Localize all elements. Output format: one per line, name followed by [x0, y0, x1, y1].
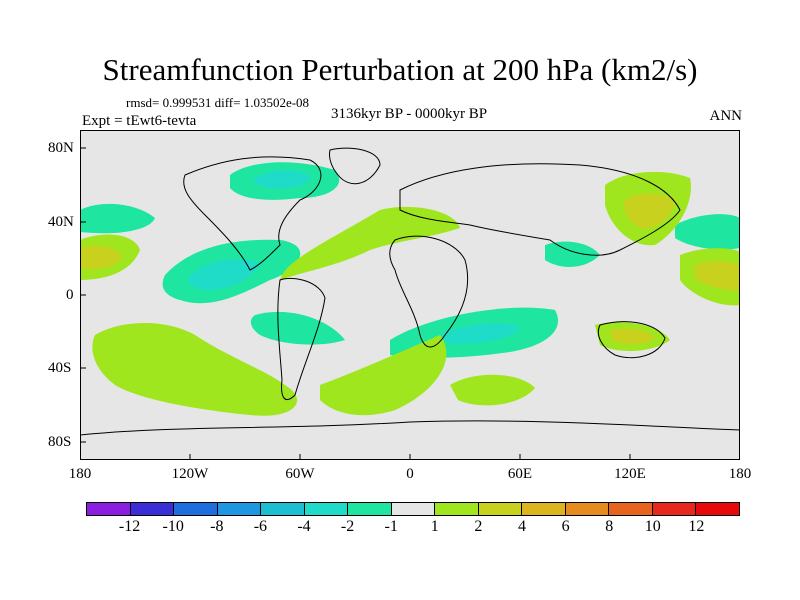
colorbar	[86, 502, 740, 516]
plot-frame	[80, 130, 740, 460]
colorbar-swatch	[391, 503, 436, 515]
xtick-180e: 180	[728, 466, 752, 482]
contour-hudson-neg-inner	[254, 170, 310, 189]
colorbar-swatch	[87, 503, 131, 515]
coast-eurasia	[399, 163, 681, 256]
contour-indian-neg-inner	[440, 323, 520, 344]
colorbar-swatch	[609, 503, 653, 515]
coast-africa	[389, 235, 469, 348]
colorbar-swatch	[522, 503, 566, 515]
contour-spac-pos-b	[320, 335, 447, 416]
colorbar-swatch	[261, 503, 305, 515]
coast-antarctica	[80, 420, 740, 436]
contour-wpac-neg	[545, 241, 600, 267]
colorbar-label: 6	[561, 518, 570, 535]
ytick-40n: 40N	[48, 214, 74, 230]
colorbar-label: -1	[384, 518, 398, 535]
colorbar-label: 4	[518, 518, 526, 535]
colorbar-swatch	[174, 503, 218, 515]
colorbar-label: 1	[430, 518, 439, 535]
xtick-120w: 120W	[171, 466, 209, 482]
coast-south-america	[277, 277, 326, 400]
xtick-60e: 60E	[507, 466, 533, 482]
contour-npac-east-neg	[675, 214, 740, 250]
colorbar-swatch	[348, 503, 392, 515]
stats-text: rmsd= 0.999531 diff= 1.03502e-08	[126, 95, 310, 110]
coast-greenland	[329, 147, 381, 185]
period-label: 3136kyr BP - 0000kyr BP	[330, 106, 488, 122]
colorbar-swatch	[435, 503, 479, 515]
xtick-0: 0	[406, 466, 414, 482]
colorbar-swatch	[565, 503, 610, 515]
coast-north-america	[183, 156, 322, 271]
colorbar-swatch	[478, 503, 523, 515]
season-label: ANN	[709, 108, 743, 124]
xtick-180w: 180	[68, 466, 92, 482]
colorbar-swatch	[696, 503, 739, 515]
colorbar-label: -4	[297, 518, 311, 535]
coast-australia	[597, 321, 666, 359]
xtick-60w: 60W	[285, 466, 315, 482]
xtick-120e: 120E	[614, 466, 646, 482]
ytick-0: 0	[66, 287, 74, 303]
contour-southatl-neg	[250, 311, 345, 345]
colorbar-label: 8	[605, 518, 614, 535]
map-plot	[80, 130, 740, 460]
coastlines	[80, 147, 740, 436]
ytick-40s: 40S	[48, 360, 72, 376]
ytick-80n: 80N	[48, 140, 74, 156]
contour-enpac-pos-inner	[695, 261, 740, 291]
ytick-80s: 80S	[48, 434, 72, 450]
colorbar-label: -6	[253, 518, 268, 535]
colorbar-label: -12	[118, 518, 141, 535]
contour-so-pos	[450, 374, 535, 406]
plot-title: Streamfunction Perturbation at 200 hPa (…	[102, 52, 698, 87]
contour-spac-pos	[92, 322, 298, 416]
anomaly-contours	[80, 162, 740, 416]
contour-npac-west-neg	[80, 203, 155, 234]
colorbar-swatch	[217, 503, 262, 515]
colorbar-label: -2	[340, 518, 355, 535]
contour-atl-pos	[280, 206, 460, 280]
contour-wnpac-pos-inner	[80, 245, 122, 269]
colorbar-swatch	[130, 503, 175, 515]
colorbar-label: -8	[210, 518, 224, 535]
experiment-label: Expt = tEwt6-tevta	[82, 113, 197, 129]
contour-caribbean-neg-inner	[188, 259, 260, 290]
contour-aus-pos-inner	[610, 328, 655, 345]
colorbar-swatch	[652, 503, 697, 515]
colorbar-label: 10	[644, 518, 661, 535]
map-svg	[80, 130, 740, 460]
colorbar-label: 12	[688, 518, 705, 535]
colorbar-label: 2	[474, 518, 483, 535]
contour-npac-pos-inner	[624, 193, 675, 229]
colorbar-label: -10	[162, 518, 184, 535]
colorbar-swatch	[304, 503, 349, 515]
